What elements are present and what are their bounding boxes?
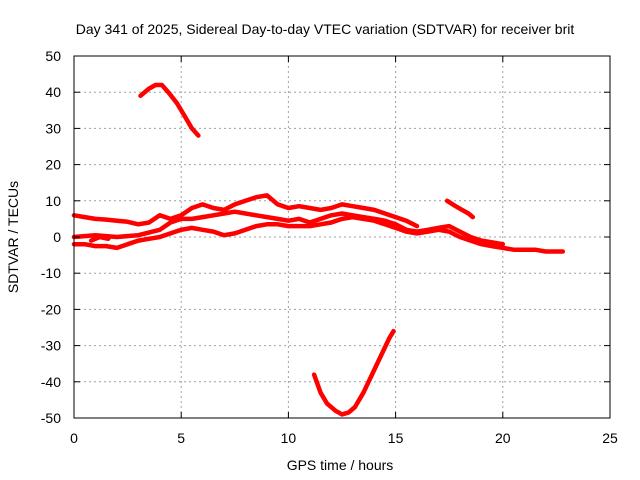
- y-tick-label: 0: [53, 229, 61, 245]
- y-tick-label: 30: [45, 120, 61, 136]
- x-tick-label: 20: [495, 430, 511, 446]
- y-tick-label: -30: [41, 338, 61, 354]
- y-tick-label: 10: [45, 193, 61, 209]
- grid: [74, 56, 610, 418]
- y-tick-label: -10: [41, 265, 61, 281]
- y-axis-label: SDTVAR / TECUs: [5, 181, 21, 293]
- tick-labels: -50 -40 -30 -20 -10 0 10 20 30 40 50 0 5 10 15 20 25: [41, 48, 618, 446]
- chart-title: Day 341 of 2025, Sidereal Day-to-day VTE…: [76, 21, 575, 37]
- y-tick-label: -50: [41, 410, 61, 426]
- y-tick-label: 50: [45, 48, 61, 64]
- x-tick-label: 0: [70, 430, 78, 446]
- series-line-lower-band: [71, 214, 566, 254]
- x-tick-label: 10: [281, 430, 297, 446]
- series-group: [71, 82, 566, 417]
- x-axis-label: GPS time / hours: [287, 457, 394, 473]
- y-tick-label: 40: [45, 84, 61, 100]
- series-line-early-dip: [88, 234, 111, 243]
- x-tick-label: 5: [177, 430, 185, 446]
- y-tick-label: 20: [45, 157, 61, 173]
- series-line-late-segment: [444, 198, 476, 220]
- series-line-upper-band: [71, 193, 420, 229]
- x-tick-label: 25: [602, 430, 618, 446]
- series-line-high-arc: [138, 82, 201, 138]
- y-tick-label: -20: [41, 301, 61, 317]
- y-tick-label: -40: [41, 374, 61, 390]
- series-line-low-arc: [311, 328, 396, 417]
- x-tick-label: 15: [388, 430, 404, 446]
